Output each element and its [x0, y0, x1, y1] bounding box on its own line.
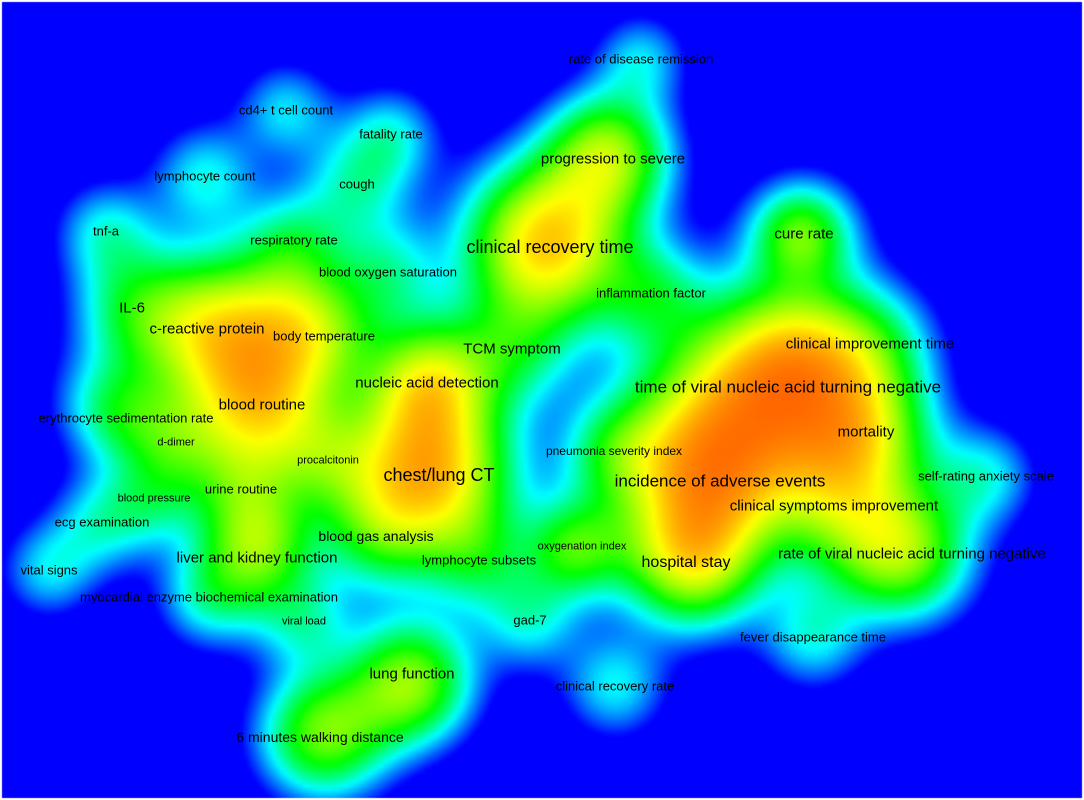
term-erythrocyte-sedimentation-rate: erythrocyte sedimentation rate	[38, 410, 214, 426]
term-viral-load: viral load	[281, 615, 327, 628]
term-body-temperature: body temperature	[273, 328, 375, 344]
term-ecg-examination: ecg examination	[54, 514, 150, 530]
term-clinical-recovery-time: clinical recovery time	[466, 237, 634, 257]
term-clinical-recovery-rate: clinical recovery rate	[555, 678, 675, 694]
term-tnf-a: tnf-a	[92, 223, 120, 239]
term-clinical-symptoms-improvement: clinical symptoms improvement	[729, 497, 939, 515]
term-urine-routine: urine routine	[204, 481, 278, 497]
term-vital-signs: vital signs	[20, 562, 78, 578]
term-rate-of-disease-remission: rate of disease remission	[568, 51, 714, 67]
term-il-6: IL-6	[119, 299, 145, 317]
term-6-minutes-walking-distance: 6 minutes walking distance	[236, 729, 404, 745]
term-blood-pressure: blood pressure	[117, 492, 191, 505]
term-self-rating-anxiety-scale: self-rating anxiety scale	[918, 468, 1054, 484]
term-clinical-improvement-time: clinical improvement time	[785, 335, 955, 353]
term-c-reactive-protein: c-reactive protein	[149, 320, 265, 338]
term-chest-lung-ct: chest/lung CT	[383, 465, 495, 485]
term-lymphocyte-subsets: lymphocyte subsets	[421, 552, 537, 568]
term-d-dimer: d-dimer	[157, 436, 195, 449]
term-gad-7: gad-7	[513, 612, 547, 628]
term-incidence-of-adverse-events: incidence of adverse events	[614, 471, 826, 491]
term-inflammation-factor: inflammation factor	[596, 285, 706, 301]
term-liver-and-kidney-function: liver and kidney function	[176, 549, 338, 567]
term-oxygenation-index: oxygenation index	[537, 540, 627, 553]
term-cough: cough	[339, 176, 375, 192]
term-lung-function: lung function	[369, 665, 455, 683]
term-procalcitonin: procalcitonin	[297, 454, 359, 467]
term-fatality-rate: fatality rate	[359, 126, 423, 142]
term-progression-to-severe: progression to severe	[540, 150, 686, 168]
term-mortality: mortality	[837, 423, 895, 441]
term-tcm-symptom: TCM symptom	[463, 340, 561, 358]
term-blood-gas-analysis: blood gas analysis	[318, 528, 434, 544]
term-blood-oxygen-saturation: blood oxygen saturation	[318, 264, 458, 280]
term-cure-rate: cure rate	[774, 225, 834, 243]
term-rate-of-viral-nucleic-acid-turning-negative: rate of viral nucleic acid turning negat…	[778, 545, 1046, 563]
term-fever-disappearance-time: fever disappearance time	[740, 629, 886, 645]
term-time-of-viral-nucleic-acid-turning-negative: time of viral nucleic acid turning negat…	[634, 377, 942, 397]
term-lymphocyte-count: lymphocyte count	[154, 168, 256, 184]
term-respiratory-rate: respiratory rate	[250, 232, 338, 248]
term-blood-routine: blood routine	[218, 396, 306, 414]
term-pneumonia-severity-index: pneumonia severity index	[545, 444, 683, 458]
term-myocardial-enzyme-biochemical-examination: myocardial enzyme biochemical examinatio…	[80, 589, 338, 605]
term-cd4-t-cell-count: cd4+ t cell count	[238, 102, 334, 118]
term-nucleic-acid-detection: nucleic acid detection	[355, 374, 499, 392]
term-hospital-stay: hospital stay	[641, 554, 731, 571]
